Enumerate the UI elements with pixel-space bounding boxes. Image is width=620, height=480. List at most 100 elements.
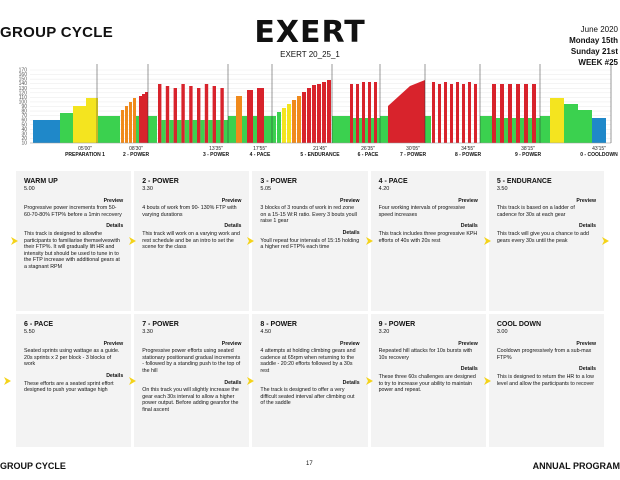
profile-bar: [425, 116, 431, 143]
profile-bar: [536, 118, 540, 143]
preview-heading: Preview: [339, 197, 360, 204]
profile-bar: [125, 106, 128, 143]
preview-text: 3 blocks of 3 rounds of work in red zone…: [260, 205, 357, 225]
preview-text: Cooldown progressively from a sub-max FT…: [496, 348, 592, 361]
profile-bar: [158, 84, 162, 143]
arrow-right-icon: [4, 376, 11, 385]
profile-bar: [277, 112, 281, 143]
track-card: 2 - POWER 3.30 Preview 4 bouts of work from…: [134, 171, 250, 311]
profile-bar: [216, 120, 221, 143]
segment-label: 0 - COOLDOWN: [580, 152, 618, 158]
profile-bar: [136, 116, 139, 143]
y-tick-label: 20: [21, 136, 27, 142]
profile-bar: [350, 84, 353, 143]
workout-profile-chart: 1701601501401301201101009080706050403020…: [19, 64, 618, 158]
preview-text: Seated sprints using wattage as a guide.…: [24, 348, 120, 368]
segment-label: 8 - POWER: [455, 152, 482, 158]
profile-bar: [524, 84, 528, 143]
profile-bar: [47, 120, 60, 143]
track-duration: 3.00: [496, 329, 508, 335]
track-title: COOL DOWN: [496, 321, 542, 328]
arrow-right-icon: [602, 237, 609, 245]
profile-bar: [264, 116, 272, 143]
y-tick-label: 50: [21, 122, 27, 128]
details-text: On this track you will slightly increase…: [142, 387, 239, 413]
profile-bar: [73, 106, 86, 143]
track-duration: 3.30: [142, 186, 153, 192]
preview-heading: Preview: [221, 197, 242, 204]
profile-bar: [508, 84, 512, 143]
page-number: 17: [306, 461, 313, 467]
date-block: June 2020 Monday 15th Sunday 21st WEEK #…: [569, 24, 618, 68]
page-title: EXERT: [254, 15, 366, 50]
preview-heading: Preview: [458, 340, 478, 347]
profile-bar: [121, 110, 124, 143]
track-duration: 4.20: [378, 186, 390, 192]
profile-bar: [512, 118, 516, 143]
profile-bar: [139, 96, 142, 143]
profile-bar: [462, 84, 465, 143]
profile-bar: [307, 88, 311, 143]
details-text: This track will work on a varying work a…: [142, 230, 240, 251]
y-tick-label: 40: [21, 127, 27, 133]
profile-bar: [253, 116, 257, 143]
profile-bar: [578, 110, 592, 143]
profile-bar: [438, 84, 441, 143]
y-tick-label: 100: [19, 99, 28, 105]
segment-time: 26'35": [361, 146, 375, 152]
profile-bar: [480, 116, 492, 143]
details-heading: Details: [460, 366, 478, 373]
track-card: 5 - ENDURANCE 3.50 Preview This track is ba…: [488, 171, 605, 311]
details-text: This track is designed to allowthe parti…: [24, 230, 120, 270]
details-heading: Details: [342, 229, 360, 236]
page-subtitle: EXERT 20_25_1: [280, 50, 340, 59]
track-card: 6 - PACE 5.50 Preview Seated sprints using …: [16, 314, 132, 447]
segment-label: 7 - POWER: [400, 152, 427, 158]
details-text: This track includes three progressive KP…: [378, 230, 478, 244]
profile-bar: [165, 86, 170, 143]
track-card: 9 - POWER 3.20 Preview Repeated hill attack…: [370, 314, 486, 447]
profile-bar: [33, 120, 47, 143]
profile-bar: [228, 116, 236, 143]
profile-bar: [177, 120, 182, 143]
track-row-1: WARM UP 5.00 Preview Progressive power incr…: [16, 171, 605, 311]
profile-bar: [432, 82, 435, 143]
profile-bar: [528, 118, 532, 143]
track-card: 8 - POWER 4.50 Preview 4 attempts at holdin…: [252, 314, 368, 447]
details-heading: Details: [342, 379, 360, 386]
profile-bar: [86, 98, 98, 143]
segment-time: 34'55": [461, 146, 475, 152]
arrow-right-icon: [129, 376, 137, 385]
arrow-right-icon: [247, 237, 255, 245]
profile-bar: [327, 80, 331, 143]
profile-bar: [184, 120, 190, 143]
profile-bar: [292, 100, 296, 143]
profile-bar: [148, 116, 157, 143]
profile-bar: [368, 82, 371, 143]
date-month: June 2020: [580, 25, 618, 34]
y-tick-label: 140: [19, 81, 28, 87]
track-duration: 5.50: [24, 329, 35, 335]
header-center: EXERT EXERT 20_25_1: [250, 15, 370, 60]
profile-bar: [247, 90, 253, 143]
segment-time: 38'15": [521, 146, 535, 152]
details-heading: Details: [106, 223, 124, 230]
profile-bar: [242, 116, 247, 143]
profile-bar: [220, 88, 224, 143]
details-heading: Details: [579, 223, 597, 230]
profile-bar: [550, 98, 564, 143]
profile-bar: [236, 96, 242, 143]
y-tick-label: 30: [21, 131, 27, 137]
profile-bar: [297, 96, 301, 143]
preview-heading: Preview: [339, 340, 360, 347]
profile-bar: [353, 118, 356, 143]
segment-time: 21'45": [313, 146, 327, 152]
profile-bar: [380, 116, 388, 143]
track-title: 7 - POWER: [142, 321, 179, 328]
y-tick-label: 70: [21, 113, 27, 119]
y-tick-label: 10: [21, 141, 27, 147]
profile-bar: [374, 82, 377, 143]
program-name: GROUP CYCLE: [0, 24, 114, 41]
profile-bar: [450, 84, 453, 143]
profile-bar: [129, 102, 132, 143]
